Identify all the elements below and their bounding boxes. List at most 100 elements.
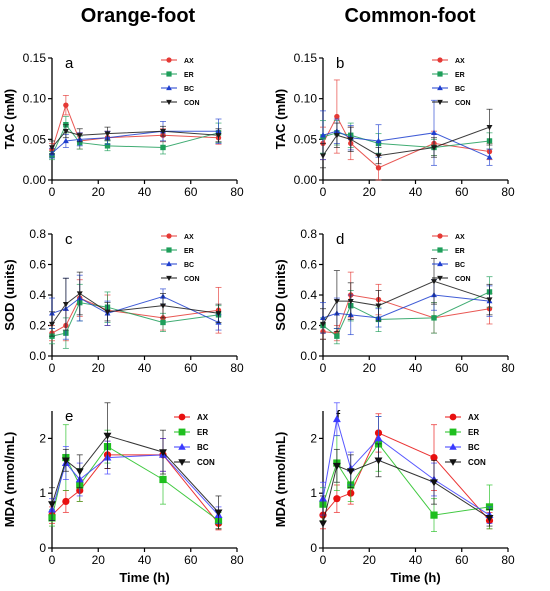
legend-marker xyxy=(449,443,457,450)
legend-marker xyxy=(178,428,186,436)
legend-marker xyxy=(166,57,172,63)
data-point xyxy=(333,133,340,139)
y-tick-label: 0.0 xyxy=(300,349,317,363)
data-point xyxy=(75,468,84,476)
legend-label: ER xyxy=(184,72,194,79)
x-tick-label: 80 xyxy=(230,185,244,199)
x-tick-label: 40 xyxy=(409,361,423,375)
legend-marker xyxy=(437,99,443,105)
legend-label: CON xyxy=(184,100,200,107)
y-tick-label: 0.10 xyxy=(23,92,47,106)
y-tick-label: 0 xyxy=(39,541,46,555)
y-tick-label: 0.15 xyxy=(294,51,318,65)
y-tick-label: 0.6 xyxy=(300,258,317,272)
data-point xyxy=(431,279,437,285)
legend: AX ER BC CON xyxy=(174,413,215,467)
y-axis-label: MDA (nmol/mL) xyxy=(273,432,288,528)
x-tick-label: 60 xyxy=(455,553,469,567)
data-point xyxy=(160,319,166,326)
legend: AX ER BC CON xyxy=(161,57,200,107)
y-tick-label: 0.2 xyxy=(29,319,46,333)
legend-marker xyxy=(437,57,443,63)
x-tick-label: 20 xyxy=(363,553,377,567)
y-tick-label: 0.05 xyxy=(294,132,318,146)
column-title-orange-foot: Orange-foot xyxy=(81,5,196,27)
data-point xyxy=(62,301,69,308)
data-point xyxy=(159,449,167,457)
chart-panel-a: 0 20 40 60 80 0.00 0.05 0.10 0.15 TAC (mM) a AX ER BC… xyxy=(2,51,244,199)
x-tick-label: 0 xyxy=(320,361,327,375)
x-tick-label: 0 xyxy=(49,361,56,375)
series-er xyxy=(48,424,223,530)
legend: AX ER BC CON xyxy=(161,233,200,283)
y-axis-label: SOD (units) xyxy=(273,259,288,331)
legend-marker xyxy=(166,261,172,267)
legend-marker xyxy=(449,428,457,436)
legend-label: BC xyxy=(455,86,465,93)
y-tick-label: 0.05 xyxy=(23,132,47,146)
data-point xyxy=(63,102,69,108)
data-point xyxy=(104,131,111,137)
data-point xyxy=(104,309,111,315)
legend-marker xyxy=(166,233,172,239)
data-point xyxy=(76,291,83,297)
legend-marker xyxy=(449,413,457,421)
series-line xyxy=(51,292,219,325)
series-con xyxy=(320,257,493,340)
data-point xyxy=(215,311,222,317)
x-tick-label: 40 xyxy=(138,553,152,567)
panel-letter: a xyxy=(65,55,74,72)
legend-marker xyxy=(437,261,443,267)
series-line xyxy=(51,454,219,516)
chart-panel-e: 0 20 40 60 80 0 1 2 MDA (nmol/mL) Time (h) e AX ER BC… xyxy=(2,402,244,585)
x-tick-label: 0 xyxy=(49,553,56,567)
x-tick-label: 60 xyxy=(184,185,198,199)
legend: AX ER BC CON xyxy=(445,413,486,467)
y-tick-label: 0.00 xyxy=(294,173,318,187)
series-line xyxy=(322,130,490,158)
x-tick-label: 60 xyxy=(184,361,198,375)
x-tick-label: 0 xyxy=(320,185,327,199)
y-tick-label: 0.6 xyxy=(29,258,46,272)
series-line xyxy=(322,115,490,169)
x-tick-label: 40 xyxy=(409,553,423,567)
data-point xyxy=(62,497,70,506)
series-er xyxy=(320,276,493,345)
legend-label: BC xyxy=(197,443,209,452)
series-line xyxy=(322,459,490,524)
data-point xyxy=(374,457,383,465)
data-point xyxy=(160,144,166,151)
legend-marker xyxy=(437,247,443,253)
legend-marker xyxy=(178,459,186,466)
legend-label: CON xyxy=(455,276,471,283)
series-line xyxy=(51,103,219,151)
data-point xyxy=(76,133,83,139)
data-point xyxy=(374,434,383,442)
data-point xyxy=(62,129,69,135)
legend-label: AX xyxy=(455,234,465,241)
data-point xyxy=(49,321,55,328)
panel-letter: b xyxy=(336,55,344,72)
legend-label: AX xyxy=(468,413,480,422)
data-point xyxy=(430,453,438,462)
data-point xyxy=(49,145,55,151)
column-title-common-foot: Common-foot xyxy=(344,5,475,27)
series-con xyxy=(49,124,222,155)
data-point xyxy=(332,415,341,423)
legend-marker xyxy=(166,99,172,105)
legend-label: AX xyxy=(197,413,209,422)
y-tick-label: 0.0 xyxy=(29,349,46,363)
legend-label: BC xyxy=(184,262,194,269)
legend-marker xyxy=(437,233,443,239)
series-con xyxy=(49,271,222,337)
y-tick-label: 1 xyxy=(310,486,317,500)
x-tick-label: 80 xyxy=(501,553,515,567)
series-line xyxy=(51,302,219,337)
data-point xyxy=(333,298,340,305)
series-line xyxy=(322,126,490,157)
series-line xyxy=(51,130,219,148)
data-point xyxy=(319,520,327,528)
legend-label: AX xyxy=(455,58,465,65)
legend-label: CON xyxy=(455,100,471,107)
